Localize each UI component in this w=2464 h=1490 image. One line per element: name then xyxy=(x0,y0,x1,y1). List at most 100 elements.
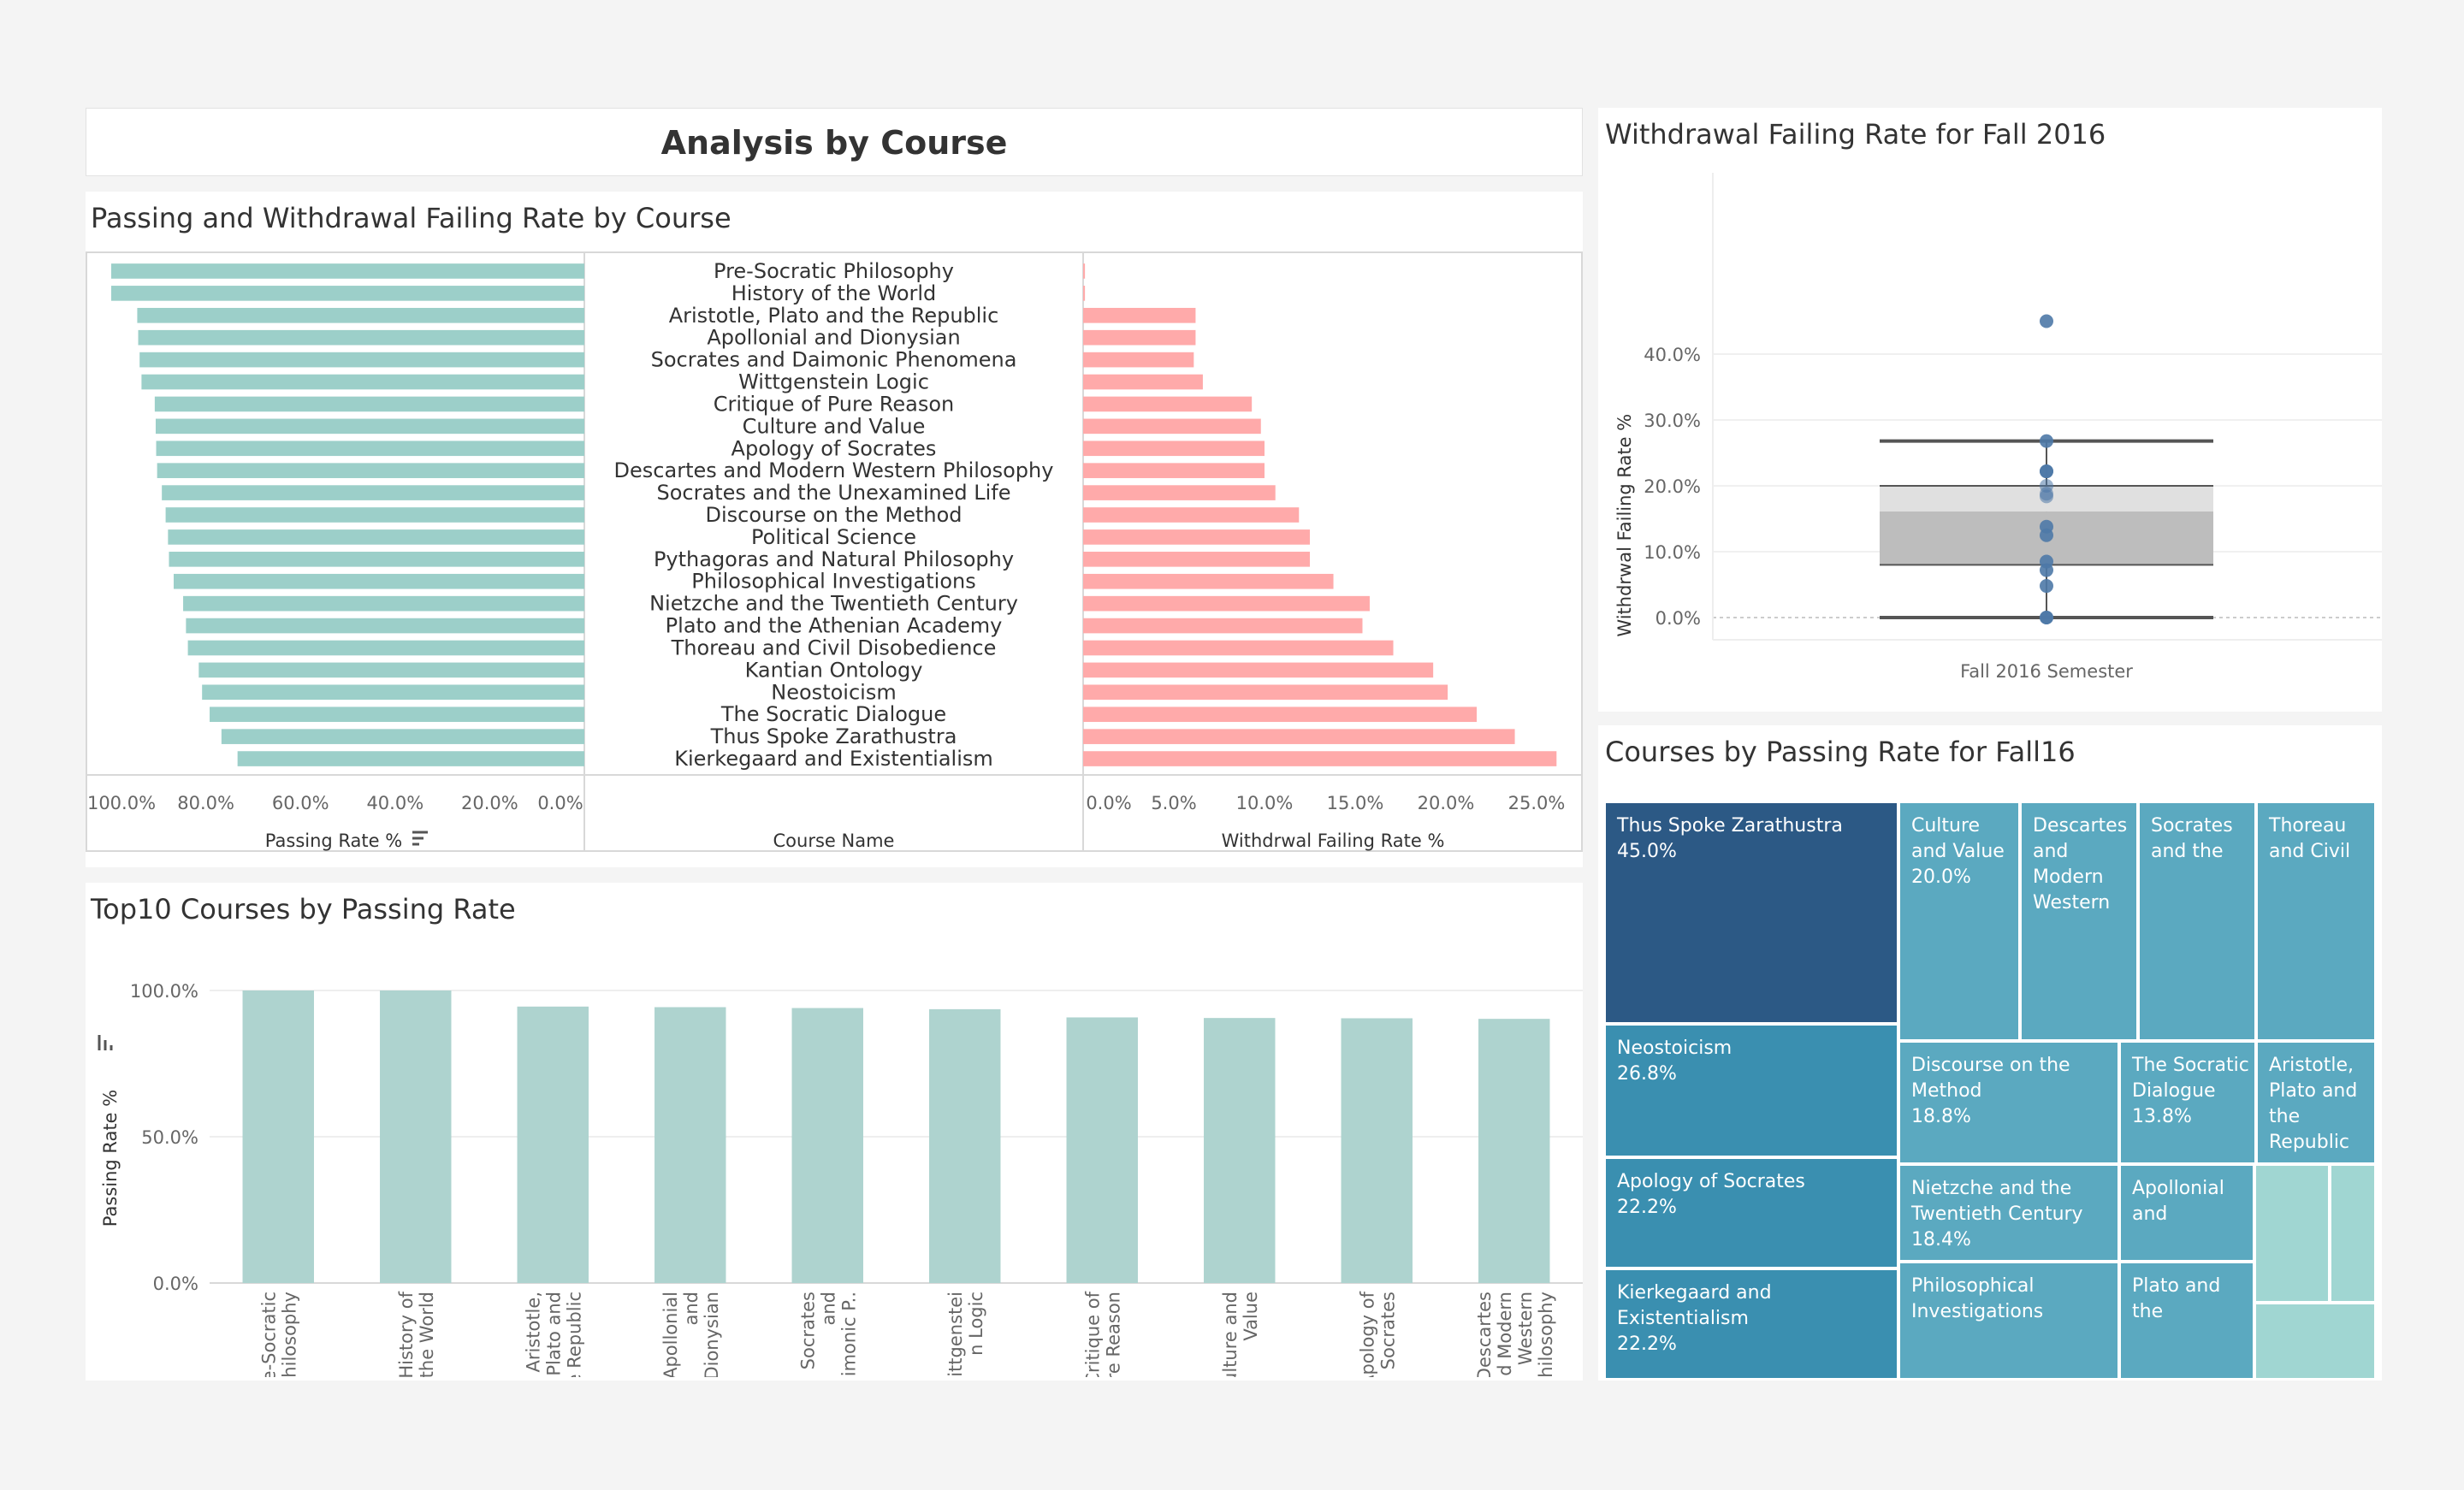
passing-bar xyxy=(111,263,584,279)
treemap-cell[interactable] xyxy=(2119,1164,2254,1262)
treemap-cell[interactable] xyxy=(1604,801,1898,1024)
treemap-cell[interactable] xyxy=(1604,1268,1898,1380)
course-axis-title: Course Name xyxy=(773,831,895,851)
passing-axis-title: Passing Rate % xyxy=(265,831,402,851)
data-point[interactable] xyxy=(2040,434,2053,448)
treemap-cell-value: 26.8% xyxy=(1617,1063,1677,1085)
withdrawal-tick: 25.0% xyxy=(1508,793,1566,813)
x-tick-label: Wittgenstein Logic xyxy=(945,1292,986,1377)
course-label: Pre-Socratic Philosophy xyxy=(714,259,954,283)
withdrawal-tick: 0.0% xyxy=(1086,793,1131,813)
data-point[interactable] xyxy=(2040,563,2053,577)
data-point[interactable] xyxy=(2040,611,2053,624)
treemap-cell[interactable] xyxy=(2119,1041,2256,1164)
treemap-cell[interactable] xyxy=(1898,1041,2119,1164)
top10-bar xyxy=(1066,1017,1138,1283)
x-tick-label: Critique ofPure Reason xyxy=(1082,1291,1123,1377)
treemap-cell[interactable] xyxy=(2256,1041,2376,1164)
sort-icon[interactable] xyxy=(412,831,428,846)
treemap-cell[interactable] xyxy=(2254,1164,2330,1303)
treemap-cell[interactable] xyxy=(2256,801,2376,1041)
top10-bar xyxy=(929,1008,1001,1283)
x-tick-label: Culture andValue xyxy=(1220,1292,1261,1377)
x-tick-label: Pre-SocraticPhilosophy xyxy=(258,1292,299,1377)
chart-frame xyxy=(86,251,1583,852)
passing-bar xyxy=(156,440,584,457)
treemap-cell-label: Philosophical xyxy=(1911,1275,2035,1297)
treemap-cell[interactable] xyxy=(1898,1164,2119,1262)
withdrawal-bar xyxy=(1083,729,1515,744)
data-point[interactable] xyxy=(2040,579,2053,594)
treemap-cell-label: Thoreau xyxy=(2268,815,2346,837)
passing-tick: 20.0% xyxy=(461,793,518,813)
course-label: Plato and the Athenian Academy xyxy=(666,614,1003,638)
passing-bar xyxy=(155,418,584,435)
dashboard-title: Analysis by Course xyxy=(86,108,1583,176)
y-axis-title: Withdrwal Failing Rate % xyxy=(1614,414,1635,637)
course-label: History of the World xyxy=(732,281,937,305)
passing-bar xyxy=(169,552,584,567)
treemap-title: Courses by Passing Rate for Fall16 xyxy=(1605,736,2076,768)
passing-bar xyxy=(186,618,584,634)
passing-bar xyxy=(157,463,584,478)
x-tick-label: Apology ofSocrates xyxy=(1357,1291,1398,1377)
withdrawal-bar xyxy=(1083,440,1265,457)
treemap-cell[interactable] xyxy=(1898,1262,2119,1380)
passing-bar xyxy=(210,707,585,723)
course-label: Philosophical Investigations xyxy=(691,570,975,594)
passing-bar xyxy=(141,374,585,390)
passing-tick: 100.0% xyxy=(87,793,156,813)
data-point[interactable] xyxy=(2040,489,2053,504)
top10-bar xyxy=(791,1008,863,1283)
data-point[interactable] xyxy=(2040,464,2053,479)
withdrawal-bar xyxy=(1083,684,1448,701)
y-tick: 0.0% xyxy=(1656,608,1701,629)
treemap-cell[interactable] xyxy=(2119,1262,2254,1380)
top10-bar xyxy=(380,990,452,1283)
treemap-cell[interactable] xyxy=(1898,801,2020,1041)
x-tick-label: SocratesandDaimonic P.. xyxy=(797,1292,859,1377)
treemap-cell[interactable] xyxy=(2330,1164,2376,1303)
data-point[interactable] xyxy=(2040,314,2053,328)
treemap-cell[interactable] xyxy=(1604,1157,1898,1268)
treemap-cell-label: Investigations xyxy=(1911,1301,2043,1322)
withdrawal-bar xyxy=(1083,463,1265,478)
treemap-cell-label: Nietzche and the xyxy=(1911,1178,2071,1199)
boxplot-chart: 40.0% 30.0% 20.0% 10.0% 0.0% Fall 2016 Semest… xyxy=(1614,173,2382,682)
withdrawal-bar xyxy=(1083,485,1276,500)
treemap-cell-label: Apology of Socrates xyxy=(1617,1171,1805,1192)
course-label: Critique of Pure Reason xyxy=(714,392,954,416)
top10-bar xyxy=(1478,1019,1550,1283)
treemap-cell[interactable] xyxy=(2138,801,2256,1041)
treemap-cell[interactable] xyxy=(2020,801,2138,1041)
top10-bar xyxy=(1341,1018,1413,1283)
treemap-cell-label: Western xyxy=(2033,892,2110,914)
treemap-cell-label: The Socratic xyxy=(2131,1055,2249,1076)
top10-title: Top10 Courses by Passing Rate xyxy=(91,893,516,925)
withdrawal-tick: 15.0% xyxy=(1327,793,1384,813)
treemap-panel: Courses by Passing Rate for Fall16 Thus … xyxy=(1598,725,2382,1381)
boxplot-panel: Withdrawal Failing Rate for Fall 2016 40… xyxy=(1598,108,2382,712)
passing-bar xyxy=(137,307,584,323)
withdrawal-bar xyxy=(1083,352,1194,368)
treemap-cell-label: and Civil xyxy=(2269,841,2350,862)
passing-tick: 0.0% xyxy=(537,793,583,813)
sort-icon[interactable] xyxy=(98,1035,113,1050)
treemap-cell-label: Apollonial xyxy=(2132,1178,2224,1199)
y-tick: 50.0% xyxy=(141,1127,198,1148)
treemap-cell-value: 22.2% xyxy=(1617,1333,1677,1355)
top10-bar xyxy=(517,1006,589,1283)
withdrawal-bar xyxy=(1083,552,1310,567)
y-axis-title: Passing Rate % xyxy=(100,1090,121,1227)
treemap-cell[interactable] xyxy=(2254,1303,2376,1380)
course-label: Wittgenstein Logic xyxy=(738,370,929,394)
treemap-cell[interactable] xyxy=(1604,1024,1898,1157)
passing-bar xyxy=(202,684,584,701)
top10-bar xyxy=(654,1007,726,1283)
withdrawal-bar xyxy=(1083,263,1086,279)
data-point[interactable] xyxy=(2040,528,2053,542)
course-label: Discourse on the Method xyxy=(705,503,962,527)
withdrawal-bar xyxy=(1083,418,1261,435)
treemap-cell-value: 13.8% xyxy=(2132,1106,2192,1127)
